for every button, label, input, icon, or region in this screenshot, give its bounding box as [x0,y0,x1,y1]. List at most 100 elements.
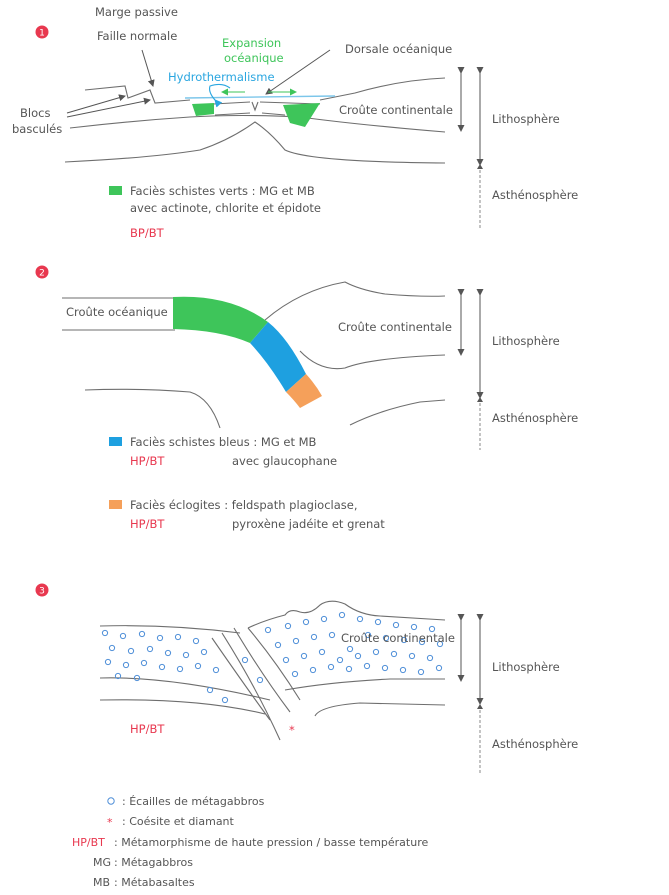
key-asterisk-text: : Coésite et diamant [122,815,235,828]
metagabbro-circle [164,649,172,657]
slice-line-3 [233,627,291,713]
crust-top-right-3 [247,600,446,629]
metagabbro-circle [264,626,272,634]
metagabbro-circle [418,638,426,646]
metagabbro-circle [274,641,282,649]
faille-normale-label: Faille normale [97,29,177,43]
continental-crust-top-left [84,85,191,104]
metagabbro-circle [400,636,408,644]
metagabbro-circle [327,663,335,671]
expansion-label: Expansion [222,36,281,50]
metagabbro-circle [158,663,166,671]
key-circle-icon [107,797,115,805]
panel-2-number: 2 [39,269,45,279]
slice-line-1 [211,637,271,721]
coesite-asterisk: * [289,723,295,737]
schistes-bleus-slab [250,322,306,392]
key: : Écailles de métagabbros * : Coésite et… [72,795,428,889]
metagabbro-circle [122,661,130,669]
croute-continentale-label-1: Croûte continentale [339,103,453,117]
asthenosphere-tick-2 [477,397,483,402]
basculés-label: basculés [12,122,62,136]
slice-line-2 [221,632,281,741]
metagabbro-circle [428,625,436,633]
metagabbro-circle [291,670,299,678]
metagabbro-circle [300,652,308,660]
metagabbro-circle [363,662,371,670]
continental-crust-top-2 [264,281,446,321]
schistes-bleus-legend-1: Faciès schistes bleus : MG et MB [130,435,317,449]
hydro-arrow [209,83,231,108]
metagabbro-circle [182,651,190,659]
metagabbro-circle [435,664,443,672]
metagabbro-circle [346,645,354,653]
dorsale-label: Dorsale océanique [345,42,452,56]
continental-lithosphere-base-2 [349,399,446,426]
metagabbro-circle [101,629,109,637]
schistes-verts-zone-left [192,103,214,116]
schistes-verts-legend-2: avec actinote, chlorite et épidote [130,201,321,215]
metagabbro-circle [282,656,290,664]
asthenosphere-tick-3 [477,704,483,709]
metagabbro-circle [284,622,292,630]
litho-base-right-3 [314,702,446,717]
asthenosphere-label-2: Asthénosphère [492,411,578,425]
metagabbro-circle [320,615,328,623]
metagabbro-circle [382,634,390,642]
metagabbro-circle [390,650,398,658]
asthenosphere-label-1: Asthénosphère [492,188,578,202]
metagabbro-circle [138,630,146,638]
eclogites-slab [286,374,322,408]
panel-3-number-badge [35,583,49,597]
croute-oceanique-label: Croûte océanique [66,305,168,319]
metagabbro-circle [410,623,418,631]
key-mg-abbr: MG [93,856,111,869]
metagabbro-circle [140,659,148,667]
ridge-axis [251,101,259,112]
continental-crust-top-right [319,77,446,101]
crust-base-left-3 [99,677,271,701]
metagabbro-circle [127,647,135,655]
lithosphere-label-1: Lithosphère [492,112,560,126]
blocs-label: Blocs [20,106,50,120]
marge-passive-label: Marge passive [95,5,178,19]
litho-base-left-3 [99,699,266,715]
key-asterisk-symbol: * [107,816,113,829]
schistes-bleus-legend-2: avec glaucophane [232,454,337,468]
metagabbro-circle [146,645,154,653]
metagabbro-circle [417,668,425,676]
croute-continentale-label-2: Croûte continentale [338,320,452,334]
slab-lithosphere-base [84,388,221,429]
metagabbro-circle [108,644,116,652]
dorsale-arrow [265,49,331,95]
metagabbro-circle [119,632,127,640]
metagabbro-circle [114,672,122,680]
metagabbro-circle [174,633,182,641]
slice-line-4 [247,627,301,701]
key-mb-text: : Métabasaltes [114,876,195,889]
panel-1-number: 1 [39,29,45,39]
metagabbro-circle [292,637,300,645]
eclogites-swatch [109,500,122,509]
schistes-verts-legend-1: Faciès schistes verts : MG et MB [130,184,315,198]
metagabbro-circle [436,640,444,648]
metagabbro-circle [381,664,389,672]
metagabbro-circle [374,618,382,626]
eclogites-legend-2: pyroxène jadéite et grenat [232,517,385,531]
metagabbro-circle [176,665,184,673]
asthenosphere-tick-1 [477,164,483,169]
panel-2: 2 Croûte océanique Croûte continentale L… [35,265,578,531]
oceanic-crust-base [214,112,286,116]
panel-1-number-badge [35,25,49,39]
bpbt-label: BP/BT [130,226,165,240]
metagabbro-circles [101,611,444,704]
hpbt-label-3: HP/BT [130,722,165,736]
panel-1: 1 Marge passive Faille normale Blocs bas… [12,5,578,240]
lithosphere-base [64,121,446,164]
metagabbro-circle [318,648,326,656]
crust-base [69,114,446,133]
faille-normale-arrow [141,49,155,87]
metagabbro-circle [133,674,141,682]
crust-base-right-3 [284,678,445,691]
